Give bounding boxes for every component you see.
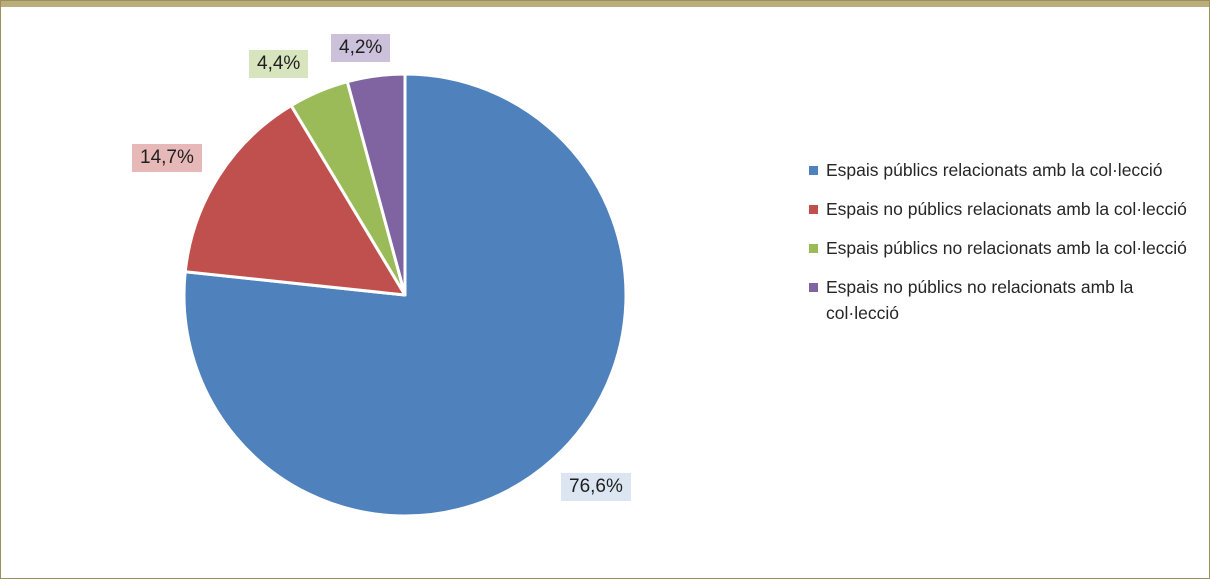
legend-item-1: Espais públics relacionats amb la col·le… [809,157,1196,183]
legend-label-4: Espais no públics no relacionats amb la … [826,277,1134,323]
data-label-3: 4,4% [249,50,309,78]
legend-item-3: Espais públics no relacionats amb la col… [809,235,1196,261]
pie-slice-4 [345,72,407,297]
legend-label-3: Espais públics no relacionats amb la col… [826,238,1187,258]
chart-legend: Espais públics relacionats amb la col·le… [809,157,1189,339]
legend-swatch-2 [809,205,818,214]
legend-label-1: Espais públics relacionats amb la col·le… [826,160,1163,180]
legend-swatch-4 [809,283,818,292]
legend-item-4: Espais no públics no relacionats amb la … [809,274,1196,326]
data-label-2: 14,7% [132,144,202,172]
legend-swatch-3 [809,244,818,253]
legend-swatch-1 [809,166,818,175]
data-label-1: 76,6% [561,473,631,501]
legend-item-2: Espais no públics relacionats amb la col… [809,196,1196,222]
chart-top-bar [1,1,1209,7]
pie-slice-2 [183,104,407,297]
data-label-4: 4,2% [331,34,391,62]
legend-label-2: Espais no públics relacionats amb la col… [826,199,1187,219]
